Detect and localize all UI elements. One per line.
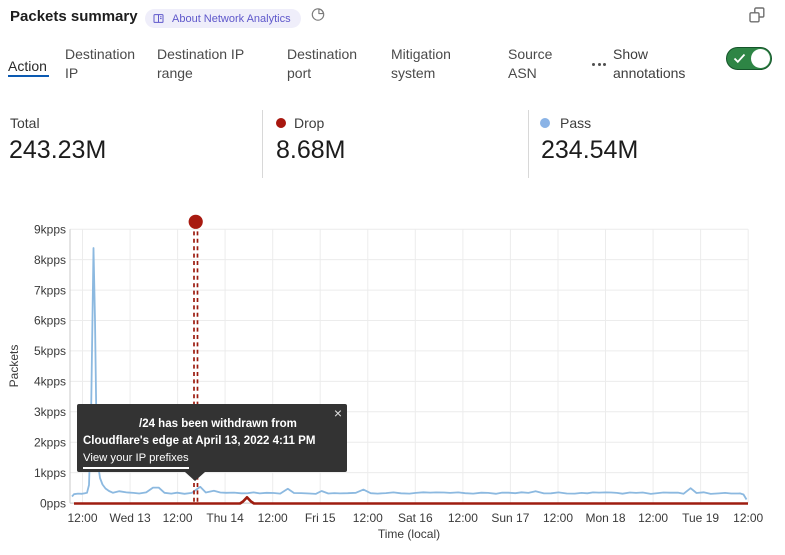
svg-text:12:00: 12:00 (163, 511, 193, 525)
svg-text:7kpps: 7kpps (34, 283, 66, 297)
svg-text:1kpps: 1kpps (34, 466, 66, 480)
svg-text:Mon 18: Mon 18 (585, 511, 625, 525)
svg-text:8kpps: 8kpps (34, 253, 66, 267)
svg-text:Fri 15: Fri 15 (305, 511, 336, 525)
svg-text:12:00: 12:00 (67, 511, 97, 525)
svg-text:5kpps: 5kpps (34, 344, 66, 358)
svg-text:12:00: 12:00 (638, 511, 668, 525)
svg-text:12:00: 12:00 (543, 511, 573, 525)
svg-text:12:00: 12:00 (448, 511, 478, 525)
svg-text:12:00: 12:00 (353, 511, 383, 525)
svg-text:Thu 14: Thu 14 (206, 511, 244, 525)
svg-text:4kpps: 4kpps (34, 375, 66, 389)
svg-text:Sat 16: Sat 16 (398, 511, 433, 525)
svg-text:Packets: Packets (7, 345, 21, 388)
svg-text:12:00: 12:00 (733, 511, 763, 525)
svg-text:12:00: 12:00 (258, 511, 288, 525)
svg-text:2kpps: 2kpps (34, 435, 66, 449)
svg-text:3kpps: 3kpps (34, 405, 66, 419)
svg-text:Time (local): Time (local) (378, 527, 440, 541)
svg-text:9kpps: 9kpps (34, 222, 66, 236)
svg-text:6kpps: 6kpps (34, 314, 66, 328)
svg-text:Wed 13: Wed 13 (110, 511, 151, 525)
svg-text:0pps: 0pps (40, 496, 66, 510)
svg-text:Sun 17: Sun 17 (491, 511, 529, 525)
svg-text:Tue 19: Tue 19 (682, 511, 719, 525)
